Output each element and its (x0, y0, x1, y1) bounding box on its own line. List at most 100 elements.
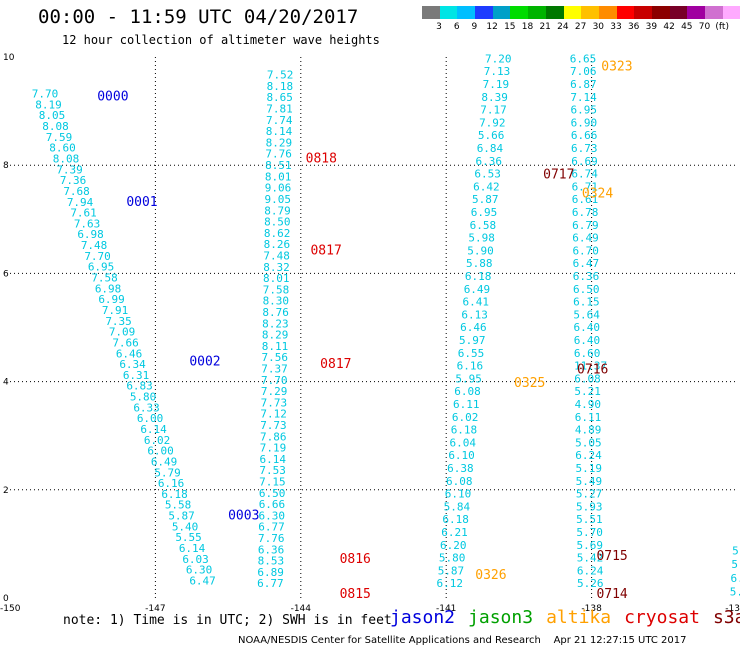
wave-height-value: 8.51 (265, 159, 292, 172)
wave-height-value: 7.20 (485, 52, 512, 65)
wave-height-value: 6.71 (572, 180, 599, 193)
wave-height-value: 5.55 (175, 531, 202, 544)
wave-height-value: 11.37 (574, 360, 607, 373)
wave-height-value: 6.53 (474, 168, 501, 181)
wave-height-value: 7.19 (260, 442, 287, 455)
y-tick-label: 4 (3, 378, 9, 388)
time-label: 0003 (228, 509, 259, 524)
wave-height-value: 6.03 (182, 553, 209, 566)
wave-height-value: 7.36 (60, 174, 86, 187)
wave-height-value: 6.16 (457, 360, 484, 373)
y-tick-label: 2 (3, 486, 9, 496)
wave-height-value: 7.12 (260, 408, 287, 421)
wave-height-value: 6.69 (571, 155, 598, 168)
wave-height-value: 5.27 (576, 488, 603, 501)
wave-height-value: 6.16 (158, 477, 185, 490)
wave-height-value: 6.49 (464, 283, 491, 296)
wave-height-value: 6.78 (572, 206, 599, 219)
color-swatch (634, 6, 652, 19)
wave-height-value: 5.9 (730, 585, 740, 598)
wave-height-value: 6.47 (189, 574, 216, 587)
wave-height-value: 6.08 (574, 372, 601, 385)
wave-height-value: 6.18 (161, 488, 188, 501)
wave-height-value: 6.40 (574, 321, 601, 334)
wave-height-value: 6.14 (179, 542, 206, 555)
color-scale-label: 18 (521, 22, 534, 32)
wave-height-value: 6.36 (258, 543, 285, 556)
footer-credit: NOAA/NESDIS Center for Satellite Applica… (238, 635, 687, 646)
wave-height-value: 7.19 (483, 78, 510, 91)
chart-subtitle: 12 hour collection of altimeter wave hei… (62, 33, 380, 47)
color-scale-labels: 3 6 9 12 15 18 21 24 27 30 33 36 39 42 45 70 (ft) (422, 22, 740, 36)
wave-height-value: 7.63 (74, 217, 101, 230)
wave-height-value: 6.49 (151, 455, 178, 468)
wave-height-value: 7.58 (263, 283, 290, 296)
wave-height-value: 6.74 (571, 168, 598, 181)
wave-height-value: 6.18 (451, 424, 478, 437)
wave-height-value: 6.49 (572, 232, 599, 245)
wave-height-value: 5.70 (576, 526, 603, 539)
wave-height-value: 8.29 (266, 136, 293, 149)
wave-height-value: 7.66 (112, 336, 138, 349)
wave-height-value: 5.58 (165, 499, 192, 512)
wave-height-value: 6.66 (259, 498, 286, 511)
color-swatch (616, 6, 635, 19)
wave-height-value: 7.68 (63, 185, 90, 198)
wave-height-value: 5.80 (439, 552, 466, 565)
wave-height-value: 7.29 (261, 385, 288, 398)
wave-height-value: 7.91 (102, 304, 129, 317)
color-scale-label: 36 (627, 22, 640, 32)
wave-height-value: 6.40 (574, 334, 601, 347)
wave-height-value: 7.76 (258, 532, 285, 545)
color-scale-bar (422, 6, 740, 19)
wave-height-value: 8.08 (53, 152, 80, 165)
wave-height-value: 7.48 (81, 239, 108, 252)
wave-height-value: 6.41 (463, 296, 490, 309)
wave-height-value: 7.17 (480, 104, 507, 117)
legend-entry-altika: altika (546, 607, 612, 628)
color-swatch (722, 6, 740, 19)
wave-height-value: 6.30 (258, 509, 285, 522)
color-scale-label: 45 (681, 22, 693, 32)
color-scale-label: (ft) (715, 22, 729, 32)
wave-height-value: 6.70 (572, 244, 599, 257)
wave-height-value: 7.56 (261, 351, 288, 364)
wave-height-value: 6.46 (116, 347, 142, 360)
wave-height-value: 6.98 (95, 282, 122, 295)
y-tick-label: 10 (3, 53, 15, 63)
color-swatch (581, 6, 599, 19)
wave-height-value: 8.01 (265, 170, 292, 183)
wave-height-value: 6.18 (465, 270, 492, 283)
color-scale-label: 24 (557, 22, 569, 32)
wave-height-value: 7.06 (570, 65, 597, 78)
wave-height-value: 8.32 (263, 261, 290, 274)
time-label: 0817 (310, 243, 341, 258)
wave-height-value: 6.14 (140, 423, 167, 436)
color-swatch (422, 6, 440, 19)
wave-height-value: 7.35 (105, 315, 132, 328)
wave-height-value: 6.00 (137, 412, 164, 425)
wave-height-value: 7.58 (91, 272, 118, 285)
x-tick-label: -138 (581, 604, 602, 614)
color-swatch (598, 6, 617, 19)
wave-height-value: 6.58 (470, 219, 497, 232)
time-label: 0001 (126, 195, 157, 210)
wave-height-value: 7.14 (570, 91, 597, 104)
wave-height-value: 6.99 (98, 293, 125, 306)
y-tick-label: 8 (3, 161, 9, 171)
wave-height-value: 6.11 (575, 411, 602, 424)
wave-height-value: 6.60 (574, 347, 601, 360)
wave-height-value: 5.49 (576, 475, 603, 488)
wave-height-value: 7.73 (260, 419, 287, 432)
wave-height-value: 5.98 (468, 232, 495, 245)
color-scale-label: 9 (471, 22, 478, 32)
wave-height-value: 5.51 (576, 513, 603, 526)
wave-height-value: 6.50 (259, 487, 286, 500)
wave-height-value: 5.80 (130, 391, 157, 404)
wave-height-value: 6.10 (445, 488, 472, 501)
time-label: 0323 (601, 60, 632, 75)
wave-height-value: 5. (731, 558, 740, 571)
x-tick-label: -150 (0, 604, 21, 614)
color-scale-label: 6 (453, 22, 460, 32)
wave-height-value: 6.95 (471, 206, 498, 219)
